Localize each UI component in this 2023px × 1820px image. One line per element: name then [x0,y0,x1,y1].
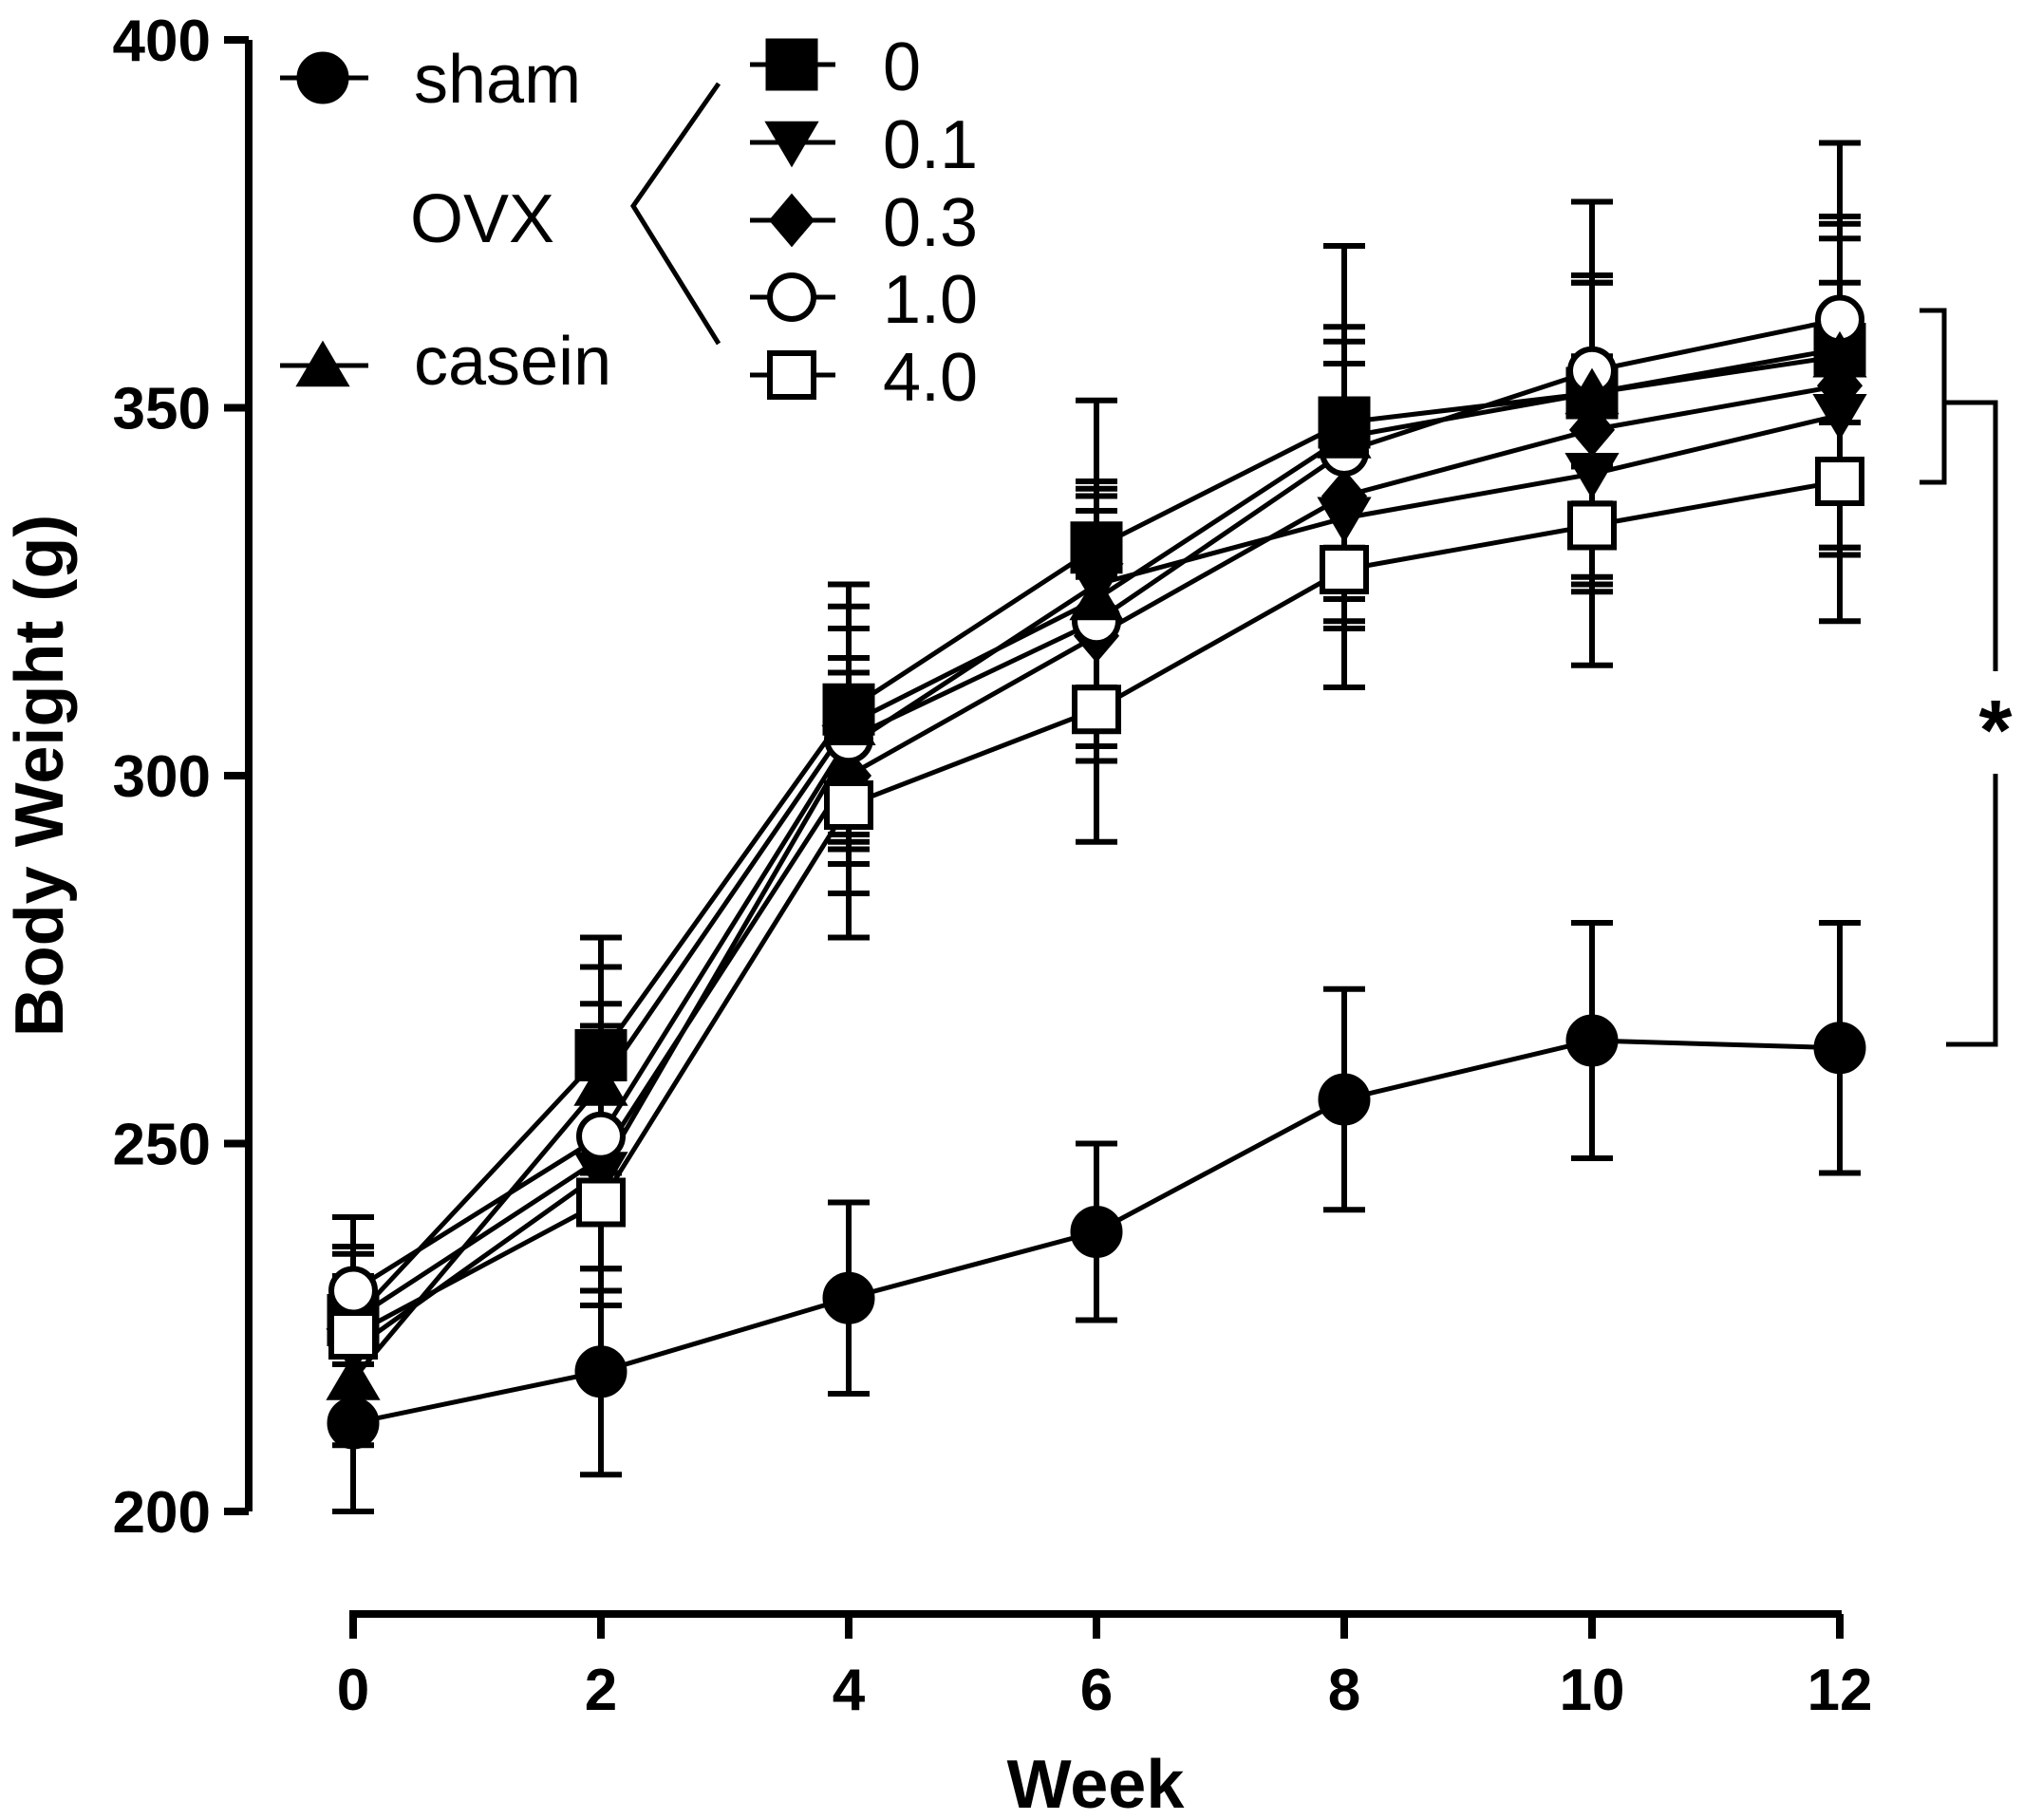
data-point-4-0 [1567,500,1617,551]
data-point-4-0 [824,780,873,830]
x-axis-ticks: 0 2 4 6 8 10 12 [337,1614,1873,1723]
comparison-bracket-lower [1946,774,1998,1047]
legend-label-casein: casein [414,324,611,400]
comparison-bracket [1946,400,1998,671]
legend-marker-0 [765,38,818,91]
data-point-4-0 [1072,685,1121,735]
ovx-group-bracket [1920,308,1947,485]
data-point-sham [1565,1014,1619,1067]
y-tick-label: 200 [113,1480,211,1546]
legend-dose-label: 0.1 [883,107,978,183]
data-point-sham [1070,1206,1123,1258]
data-point-casein [1564,367,1620,415]
x-tick-label: 10 [1560,1658,1625,1723]
significance-asterisk: * [1978,684,2012,779]
legend-dose-label: 0 [883,29,921,105]
data-point-0-3 [1321,469,1368,523]
data-point-casein [1812,330,1867,378]
legend-dose-label: 1.0 [883,262,978,338]
data-point-casein [1317,412,1372,459]
y-axis-title: Body Weight (g) [2,515,78,1038]
data-point-sham [1813,1022,1866,1075]
data-point-4-0 [1320,545,1369,594]
legend-dose-label: 0.3 [883,185,978,261]
legend-marker-sham [296,51,349,104]
y-tick-label: 300 [113,744,211,810]
legend-marker-casein [295,340,350,387]
data-point-4-0 [328,1310,378,1360]
data-point-4-0 [1815,457,1864,506]
data-point-0-3 [1816,358,1864,413]
significance-bracket [1920,308,1998,1047]
x-tick-label: 12 [1808,1658,1873,1723]
legend-dose-label: 4.0 [883,340,978,416]
legend-label-ovx: OVX [410,181,554,257]
data-point-casein [326,1354,381,1400]
data-point-1-0 [328,1266,378,1316]
x-tick-label: 8 [1328,1658,1360,1723]
y-axis-ticks: 200 250 300 350 400 [113,9,249,1546]
data-point-casein [821,699,876,746]
data-point-casein [573,1060,628,1106]
data-point-sham [574,1345,628,1398]
series-markers [326,294,1867,1450]
x-axis-title: Week [1007,1747,1186,1820]
legend-dose-items: 00.10.31.04.0 [750,29,978,416]
legend-left-items [280,51,368,387]
legend-label-sham: sham [414,42,581,118]
data-point-casein [1069,573,1124,621]
legend-marker-0-3 [768,193,815,248]
y-tick-label: 250 [113,1113,211,1178]
legend-ovx-brace [630,82,721,346]
legend-marker-0-1 [764,121,819,168]
data-point-1-0 [576,1111,626,1161]
y-tick-label: 400 [113,9,211,74]
data-point-0-3 [1568,403,1616,458]
x-tick-label: 6 [1080,1658,1113,1723]
legend: sham OVX casein 00.10.31.04.0 [280,29,978,416]
data-point-4-0 [576,1177,626,1228]
x-tick-label: 4 [833,1658,866,1723]
x-tick-label: 0 [337,1658,369,1723]
legend-marker-1-0 [767,272,816,322]
data-point-sham [1318,1073,1371,1126]
legend-marker-4-0 [767,350,816,400]
y-tick-label: 350 [113,377,211,442]
x-tick-label: 2 [585,1658,617,1723]
data-point-sham [327,1397,380,1450]
data-point-sham [822,1271,875,1324]
